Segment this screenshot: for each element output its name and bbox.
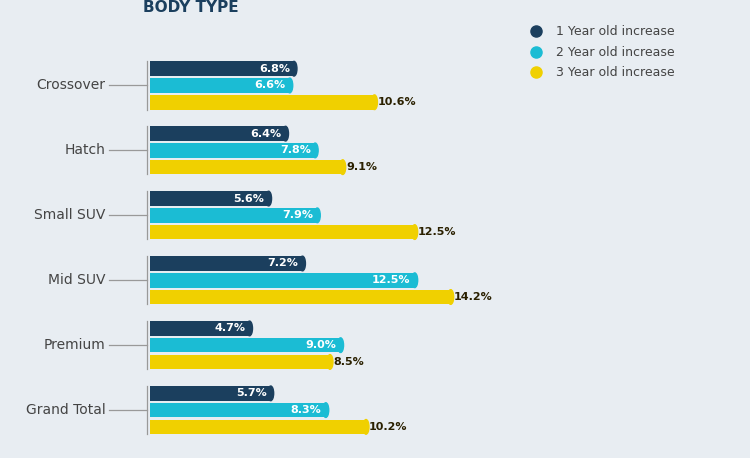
Circle shape (340, 160, 346, 174)
Text: 14.2%: 14.2% (454, 292, 493, 302)
Circle shape (412, 225, 418, 240)
Text: 12.5%: 12.5% (372, 275, 410, 285)
Legend: 1 Year old increase, 2 Year old increase, 3 Year old increase: 1 Year old increase, 2 Year old increase… (520, 22, 679, 83)
Text: 10.6%: 10.6% (378, 97, 416, 107)
Text: BODY TYPE: BODY TYPE (142, 0, 238, 16)
Circle shape (291, 61, 297, 76)
Text: 6.6%: 6.6% (254, 81, 286, 91)
Bar (150, 78, 290, 93)
Text: Mid SUV: Mid SUV (48, 273, 106, 287)
Text: 8.3%: 8.3% (291, 405, 322, 415)
Text: 9.1%: 9.1% (346, 162, 377, 172)
Bar (150, 289, 451, 304)
Bar (150, 386, 271, 401)
Circle shape (363, 420, 369, 434)
Text: 12.5%: 12.5% (418, 227, 457, 237)
Text: 7.8%: 7.8% (280, 145, 311, 155)
Text: 5.6%: 5.6% (233, 194, 264, 203)
Text: Hatch: Hatch (64, 143, 106, 158)
Bar (150, 160, 343, 174)
Circle shape (266, 191, 272, 206)
Bar (150, 273, 415, 288)
Circle shape (299, 256, 305, 271)
Text: Premium: Premium (44, 338, 106, 352)
Circle shape (268, 386, 274, 401)
Bar (150, 143, 315, 158)
Bar (150, 191, 268, 206)
Text: 8.5%: 8.5% (333, 357, 364, 367)
Text: Crossover: Crossover (37, 78, 106, 93)
Text: Small SUV: Small SUV (34, 208, 106, 222)
Bar (150, 420, 366, 434)
Bar (150, 225, 415, 240)
Circle shape (286, 78, 292, 93)
Circle shape (412, 273, 418, 288)
Bar (150, 338, 340, 353)
Bar (150, 321, 250, 336)
Bar (150, 208, 317, 223)
Text: 6.4%: 6.4% (251, 129, 281, 139)
Bar (150, 403, 326, 417)
Circle shape (371, 95, 377, 109)
Circle shape (448, 289, 454, 304)
Bar (150, 354, 330, 369)
Text: 5.7%: 5.7% (236, 388, 266, 398)
Text: Grand Total: Grand Total (26, 403, 106, 417)
Circle shape (338, 338, 344, 353)
Circle shape (322, 403, 328, 417)
Text: 9.0%: 9.0% (305, 340, 336, 350)
Text: 6.8%: 6.8% (259, 64, 290, 74)
Circle shape (312, 143, 318, 158)
Circle shape (283, 126, 289, 141)
Circle shape (327, 354, 333, 369)
Circle shape (247, 321, 253, 336)
Bar (150, 61, 294, 76)
Text: 4.7%: 4.7% (214, 323, 245, 333)
Text: 7.9%: 7.9% (282, 210, 313, 220)
Bar (150, 256, 302, 271)
Text: 7.2%: 7.2% (267, 258, 298, 268)
Bar (150, 95, 374, 109)
Text: 10.2%: 10.2% (369, 422, 408, 432)
Circle shape (314, 208, 320, 223)
Bar (150, 126, 286, 141)
